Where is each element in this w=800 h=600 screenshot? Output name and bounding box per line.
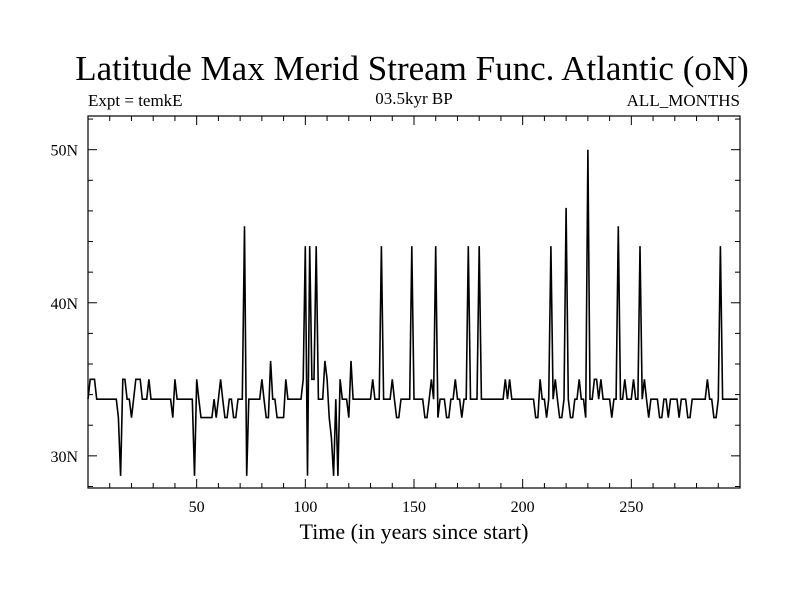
subtitle-right: ALL_MONTHS	[627, 91, 740, 110]
x-tick-label: 50	[189, 499, 205, 516]
subtitle-center: 03.5kyr BP	[375, 89, 452, 108]
x-tick-label: 250	[619, 499, 643, 516]
y-tick-label: 50N	[50, 143, 78, 160]
x-tick-label: 200	[511, 499, 535, 516]
x-tick-label: 150	[402, 499, 426, 516]
axis-tick-labels: 50 100 150 200 250 30N 40N 50N	[50, 143, 643, 516]
y-tick-label: 40N	[50, 296, 78, 313]
axis-ticks	[88, 116, 740, 488]
x-tick-label: 100	[293, 499, 317, 516]
chart-title: Latitude Max Merid Stream Func. Atlantic…	[75, 49, 749, 88]
y-tick-label: 30N	[50, 449, 78, 466]
plot-frame	[87, 115, 741, 489]
series-line	[87, 149, 738, 476]
subtitle-left: Expt = temkE	[88, 91, 183, 110]
x-axis-label: Time (in years since start)	[300, 519, 529, 544]
